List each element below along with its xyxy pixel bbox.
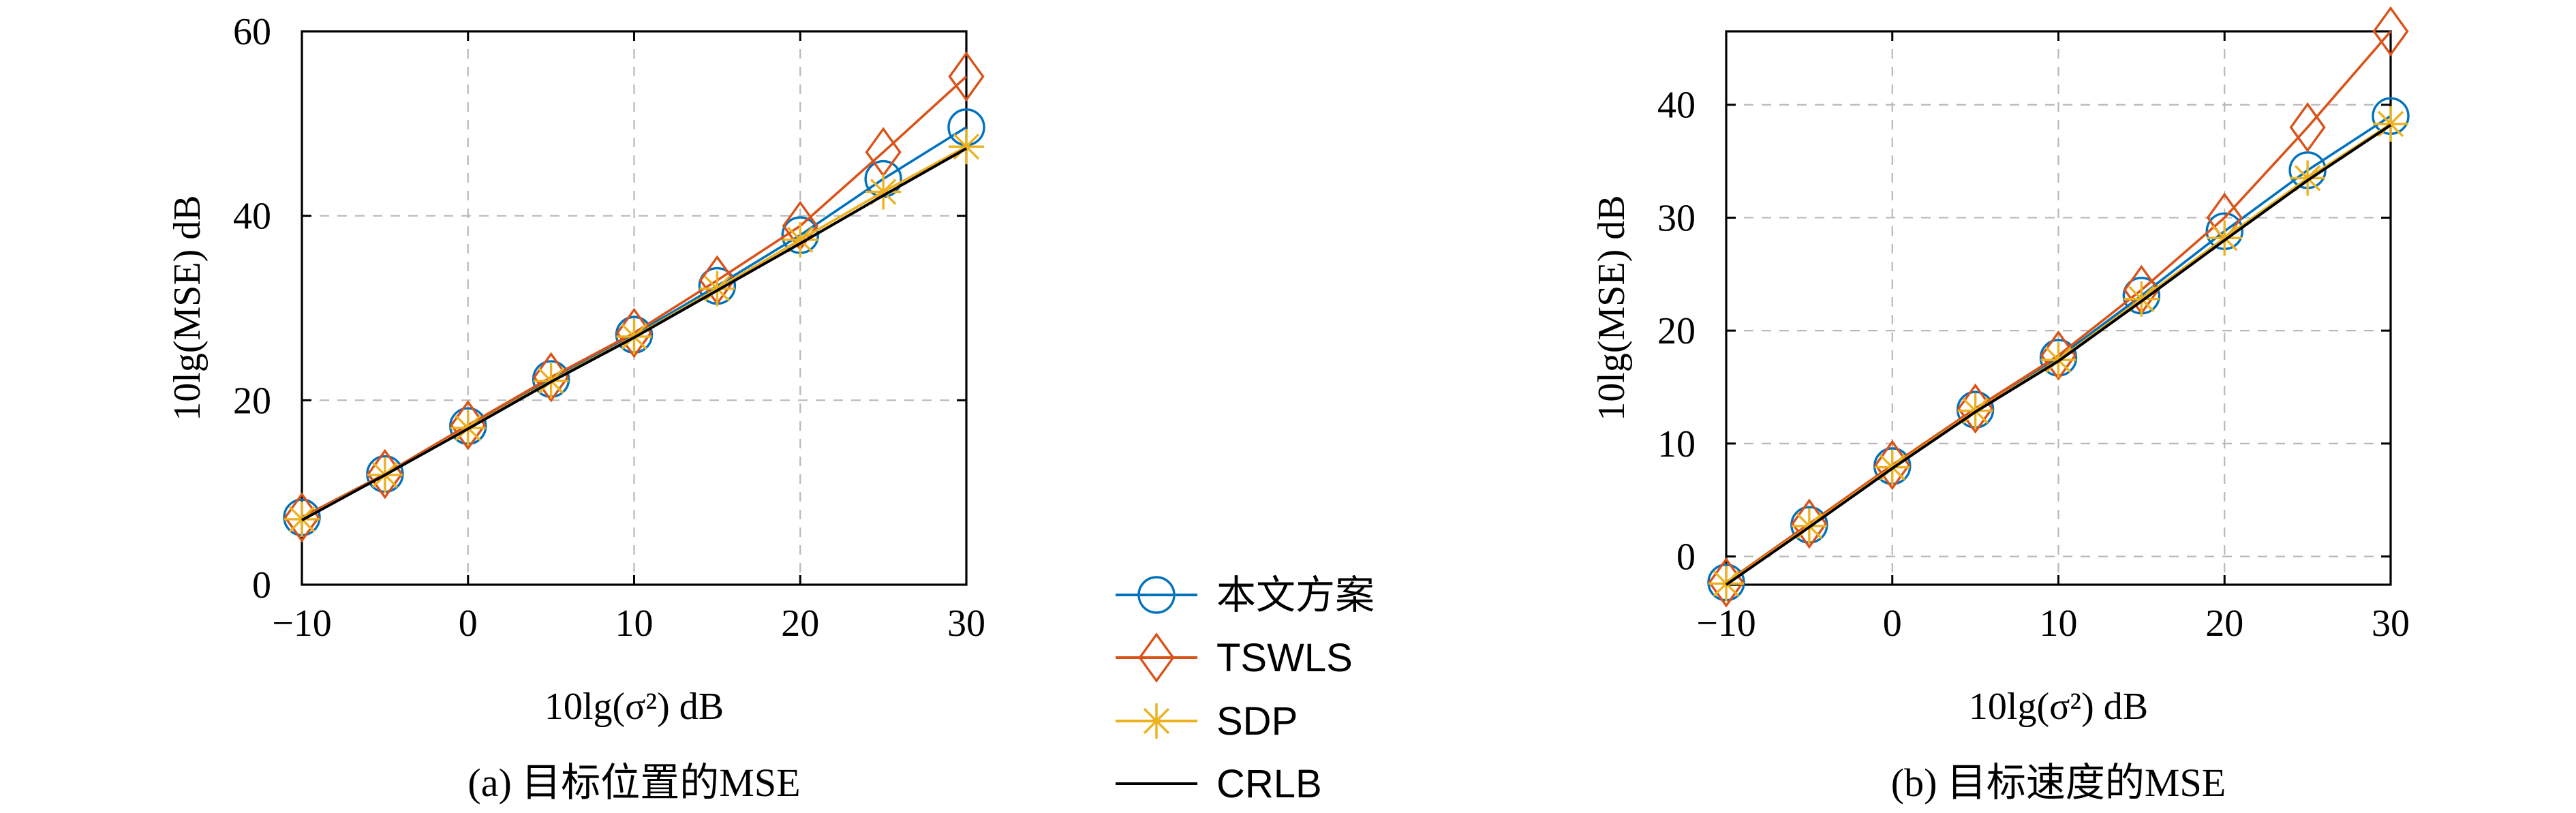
data-point [2289,102,2326,153]
x-tick-label: −10 [272,602,332,645]
legend-entry: SDP [1116,699,1298,743]
data-point [2290,160,2326,196]
chart-caption: (a) 目标位置的MSE [467,761,800,805]
legend-entry: 本文方案 [1116,573,1375,617]
x-tick-label: 0 [1883,602,1902,645]
data-point [782,221,818,258]
series-crlb-group [301,147,967,522]
x-tick-label: 30 [947,602,985,645]
legend-label: 本文方案 [1216,573,1375,617]
y-tick-label: 40 [233,196,271,238]
x-tick-label: 30 [2372,602,2410,645]
data-point [949,129,984,165]
data-point [2207,220,2243,256]
x-axis-label: 10lg(σ²) dB [1969,686,2148,728]
x-tick-label: 10 [615,602,654,645]
data-point [367,448,403,500]
data-point [865,174,902,210]
legend-label: SDP [1216,699,1298,743]
y-tick-label: 40 [1657,85,1696,127]
legend: 本文方案 TSWLS SDP CRLB [1116,573,1375,806]
data-point [948,51,985,102]
y-tick-label: 20 [1657,310,1696,352]
x-tick-label: 10 [2040,602,2078,645]
y-tick-label: 30 [1657,197,1696,239]
legend-label: TSWLS [1216,636,1353,680]
x-tick-label: −10 [1696,602,1756,645]
y-tick-label: 0 [252,564,271,607]
legend-entry: CRLB [1116,762,1322,806]
y-tick-label: 0 [1676,536,1696,579]
chart-caption: (b) 目标速度的MSE [1891,761,2226,805]
legend-asterisk-icon [1139,703,1174,739]
series-crlb-group [1725,123,2392,586]
legend-diamond-icon [1138,632,1175,683]
y-tick-label: 60 [233,11,271,53]
legend-label: CRLB [1216,762,1322,806]
data-point [2372,6,2409,57]
legend-circle-icon [1137,576,1176,614]
y-axis-label: 10lg(MSE) dB [166,195,209,420]
series-line [301,147,967,522]
x-tick-label: 20 [781,602,819,645]
data-point [699,271,735,307]
x-tick-label: 0 [459,602,478,645]
plot-frame [1725,30,2392,586]
y-tick-label: 20 [233,380,271,422]
data-point [2373,106,2408,142]
x-tick-label: 20 [2205,602,2243,645]
x-axis-label: 10lg(σ²) dB [545,686,724,728]
y-tick-label: 10 [1657,423,1696,465]
y-axis-label: 10lg(MSE) dB [1591,195,1633,420]
legend-entry: TSWLS [1116,632,1353,683]
data-point [2123,281,2160,317]
series-line [1725,123,2392,586]
